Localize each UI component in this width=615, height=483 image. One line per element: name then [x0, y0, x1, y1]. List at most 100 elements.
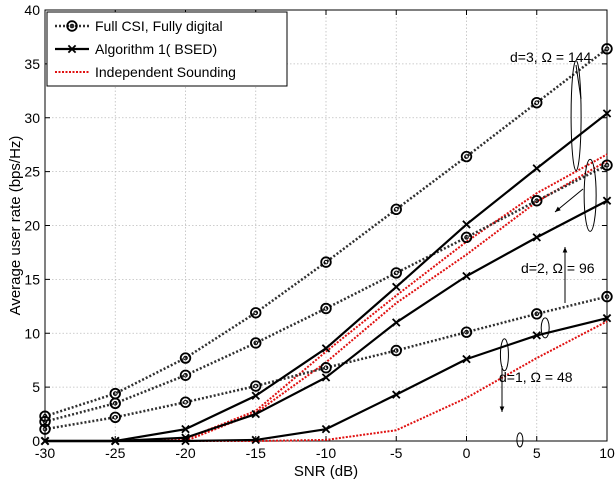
data-point-x	[251, 391, 260, 400]
data-point-inner	[253, 340, 259, 346]
data-point-circle	[109, 397, 121, 409]
data-point-circle	[179, 369, 192, 381]
data-point-circle	[601, 159, 613, 171]
data-point-x	[462, 354, 471, 364]
data-point-circle	[601, 290, 613, 303]
data-point-circle	[390, 267, 402, 279]
arrow-shaft	[554, 188, 584, 213]
data-point-inner	[604, 46, 610, 52]
data-point-inner	[112, 391, 118, 396]
data-point-inner	[393, 348, 399, 353]
x-tick-label: 0	[463, 445, 471, 461]
data-point-circle	[531, 195, 543, 207]
data-point-inner	[112, 414, 118, 420]
arrow-head	[499, 406, 505, 412]
x-tick-label: -15	[246, 445, 266, 461]
x-tick-label: -30	[35, 445, 55, 461]
data-point-inner	[323, 306, 329, 311]
data-point-inner	[604, 162, 610, 168]
data-point-circle	[460, 326, 473, 338]
series-dotted-circle-d3	[39, 43, 613, 422]
data-point-inner	[183, 399, 188, 405]
annotation-leader-d3	[575, 64, 582, 100]
data-point-x	[321, 344, 331, 353]
annotation-label-d3: d=3, Ω = 144	[510, 49, 592, 65]
data-point-x	[532, 233, 541, 242]
series-group	[39, 43, 613, 446]
y-tick-label: 35	[24, 56, 40, 72]
annotation-ellipse-d1-upper	[499, 338, 509, 372]
data-point-x	[321, 424, 331, 434]
data-point-x	[181, 436, 190, 446]
series-line	[44, 295, 608, 431]
annotation-label-d1: d=1, Ω = 48	[499, 369, 573, 385]
x-tick-label: -20	[175, 445, 195, 461]
annotation-arrow-d1	[499, 366, 505, 412]
data-point-x	[67, 44, 77, 54]
y-tick-label: 40	[24, 2, 40, 18]
data-point-circle	[460, 150, 473, 163]
data-point-inner	[112, 400, 118, 406]
data-point-inner	[464, 154, 469, 159]
legend-label: Full CSI, Fully digital	[95, 18, 223, 34]
data-point-circle	[531, 308, 543, 320]
y-tick-label: 5	[32, 379, 40, 395]
y-axis-label: Average user rate (bps/Hz)	[7, 136, 24, 316]
data-point-x	[111, 436, 120, 446]
legend: Full CSI, Fully digital Algorithm 1( BSED…	[46, 11, 288, 87]
data-point-circle	[531, 96, 543, 109]
data-point-inner	[183, 372, 188, 378]
series-line	[45, 320, 608, 442]
data-point-inner	[42, 419, 48, 424]
annotation-ellipse-d1-lower	[516, 432, 524, 448]
legend-label: Independent Sounding	[95, 64, 236, 80]
legend-item: Independent Sounding	[55, 64, 236, 80]
data-point-circle	[390, 203, 402, 216]
legend-item: Full CSI, Fully digital	[55, 18, 223, 34]
x-tick-label: -25	[105, 445, 125, 461]
data-point-inner	[534, 311, 540, 317]
data-point-inner	[183, 355, 188, 361]
data-point-x	[251, 409, 260, 419]
y-tick-label: 0	[32, 433, 40, 449]
data-point-inner	[464, 329, 469, 335]
annotation-arrow-d2-up	[562, 247, 568, 303]
data-point-x	[40, 436, 50, 446]
data-point-x	[321, 373, 331, 382]
data-point-circle	[39, 423, 51, 435]
annotation-ellipse-d2	[583, 158, 597, 232]
y-tick-label: 10	[24, 325, 40, 341]
data-point-circle	[320, 362, 332, 374]
legend-item: Algorithm 1( BSED)	[55, 41, 217, 57]
data-point-x	[602, 109, 612, 118]
data-point-circle	[179, 352, 192, 364]
data-point-inner	[69, 23, 75, 29]
series-red-dotted-d3	[45, 153, 608, 442]
data-point-x	[532, 164, 541, 173]
data-point-x	[462, 220, 471, 229]
data-point-x	[392, 282, 401, 292]
data-point-x	[181, 424, 190, 434]
legend-label: Algorithm 1( BSED)	[95, 41, 217, 57]
annotations: d=3, Ω = 144 d=2, Ω = 96 d=1, Ω = 48	[499, 49, 597, 448]
data-point-x	[251, 435, 260, 445]
data-point-inner	[464, 235, 469, 240]
series-dotted-circle-d2	[39, 159, 613, 428]
arrow-head	[555, 206, 561, 212]
series-solid-x-d1	[40, 313, 612, 446]
y-tick-label: 30	[24, 110, 40, 126]
series-line	[44, 47, 608, 418]
annotation-ellipse-d2-small	[540, 317, 550, 339]
data-point-inner	[323, 259, 329, 265]
series-line	[44, 164, 608, 423]
x-tick-label: -5	[390, 445, 403, 461]
data-point-circle	[109, 411, 121, 423]
data-point-inner	[604, 294, 610, 299]
data-point-x	[602, 196, 612, 205]
data-point-inner	[393, 207, 399, 212]
series-line	[45, 153, 608, 442]
data-point-inner	[393, 270, 399, 276]
data-point-circle	[179, 396, 192, 408]
data-point-circle	[250, 337, 262, 349]
